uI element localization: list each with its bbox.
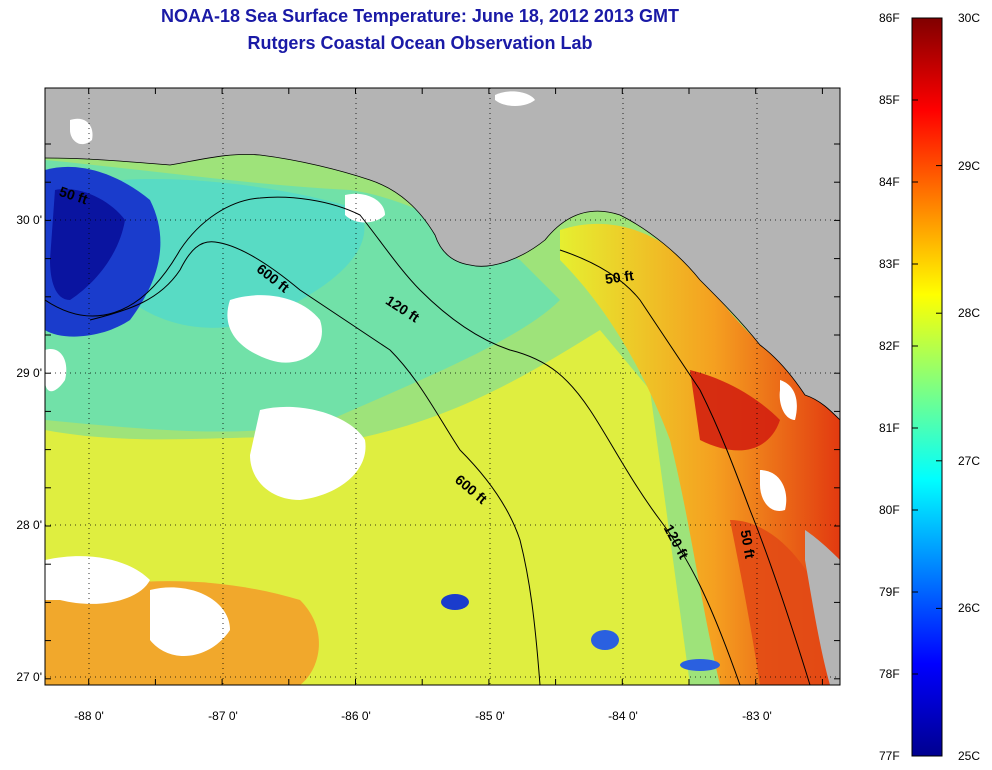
colorbar <box>911 17 943 757</box>
lon-label: -86 0' <box>341 709 371 723</box>
map-subtitle: Rutgers Coastal Ocean Observation Lab <box>247 33 593 53</box>
colorbar-f-label: 83F <box>879 257 900 271</box>
contour-label: 50 ft <box>604 267 635 287</box>
lon-label: -88 0' <box>74 709 104 723</box>
colorbar-c-label: 30C <box>958 11 981 25</box>
sst-field <box>45 88 840 685</box>
colorbar-ticks <box>912 17 942 757</box>
colorbar-c-label: 28C <box>958 306 981 321</box>
colorbar-f-label: 82F <box>879 339 900 353</box>
colorbar-f-label: 77F <box>879 749 900 763</box>
lat-label: 30 0' <box>16 213 42 227</box>
contour-label: 50 ft <box>738 529 759 560</box>
axis-ticks <box>45 88 840 685</box>
lon-label: -83 0' <box>742 709 772 723</box>
lat-label: 29 0' <box>16 366 42 380</box>
lon-label: -85 0' <box>475 709 505 723</box>
plot-frame <box>44 87 841 686</box>
colorbar-c-label: 25C <box>958 749 981 763</box>
lat-label: 28 0' <box>16 518 42 532</box>
longitude-labels: -88 0' -87 0' -86 0' -85 0' -84 0' -83 0' <box>74 709 772 723</box>
colorbar-f-label: 81F <box>879 421 900 435</box>
colorbar-f-label: 80F <box>879 503 900 517</box>
colorbar-f-label: 85F <box>879 93 900 107</box>
colorbar-f-label: 84F <box>879 175 900 189</box>
lon-label: -84 0' <box>608 709 638 723</box>
colorbar-f-label: 78F <box>879 667 900 681</box>
colorbar-c-label: 27C <box>958 453 981 468</box>
map-title: NOAA-18 Sea Surface Temperature: June 18… <box>161 6 679 26</box>
lat-label: 27 0' <box>16 670 42 684</box>
latitude-labels: 30 0' 29 0' 28 0' 27 0' <box>16 213 42 684</box>
colorbar-c-label: 26C <box>958 601 981 616</box>
colorbar-f-label: 86F <box>879 11 900 25</box>
colorbar-f-label: 79F <box>879 585 900 599</box>
lon-label: -87 0' <box>208 709 238 723</box>
colorbar-c-label: 29C <box>958 158 981 173</box>
